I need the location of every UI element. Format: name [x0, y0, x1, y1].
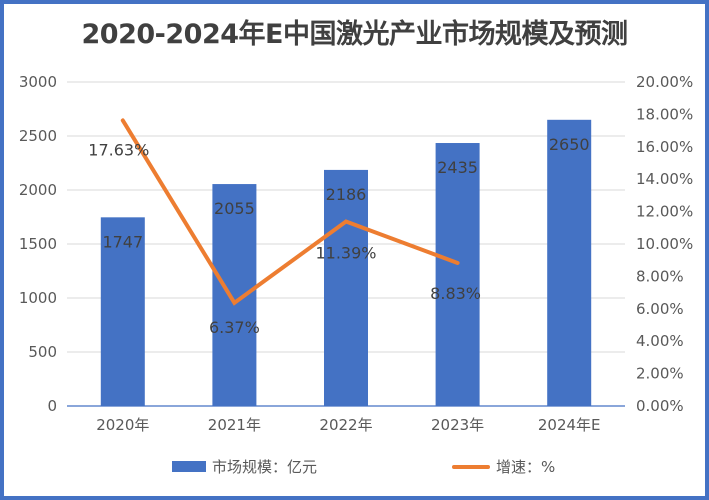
- left-axis-tick: 2500: [19, 127, 57, 145]
- bar-data-label: 2186: [326, 185, 367, 204]
- bar: [212, 184, 257, 406]
- x-axis-tick: 2023年: [431, 416, 484, 434]
- left-axis-tick: 2000: [19, 181, 57, 199]
- bar: [435, 143, 480, 406]
- bar-data-label: 2435: [437, 158, 478, 177]
- legend-bar-swatch: [172, 461, 206, 472]
- growth-line: [120, 118, 460, 306]
- right-axis-tick: 0.00%: [636, 397, 684, 415]
- bar: [324, 169, 368, 406]
- legend-label-market-size: 市场规模：亿元: [212, 458, 318, 476]
- bar: [100, 217, 145, 406]
- right-axis-tick: 18.00%: [636, 105, 693, 123]
- right-axis-tick: 2.00%: [636, 365, 684, 383]
- line-data-label: 6.37%: [209, 318, 260, 337]
- bar-data-label: 2055: [214, 199, 255, 218]
- right-axis-tick: 12.00%: [636, 203, 693, 221]
- right-axis-tick: 4.00%: [636, 332, 684, 350]
- legend-line-swatch: [452, 464, 490, 469]
- bar: [547, 119, 592, 407]
- x-axis-tick: 2024年E: [538, 416, 601, 434]
- bar-data-label: 2650: [549, 135, 590, 154]
- left-axis-tick: 1500: [19, 235, 57, 253]
- legend-label-growth: 增速：%: [496, 458, 556, 476]
- left-axis-tick: 0: [47, 397, 57, 415]
- right-axis-tick: 8.00%: [636, 267, 684, 285]
- legend-item-growth: 增速：%: [452, 456, 555, 477]
- right-axis-tick: 14.00%: [636, 170, 693, 188]
- x-axis-tick: 2021年: [208, 416, 261, 434]
- x-axis-tick: 2020年: [96, 416, 149, 434]
- right-axis-tick: 16.00%: [636, 138, 693, 156]
- line-data-label: 11.39%: [315, 243, 376, 262]
- right-axis-tick: 6.00%: [636, 300, 684, 318]
- x-axis-tick: 2022年: [319, 416, 372, 434]
- right-axis-tick: 10.00%: [636, 235, 693, 253]
- legend-item-market-size: 市场规模：亿元: [172, 456, 317, 477]
- bar-data-label: 1747: [102, 232, 143, 251]
- chart-legend: 市场规模：亿元 增速：%: [0, 456, 709, 480]
- left-axis-tick: 3000: [19, 73, 57, 91]
- line-data-label: 8.83%: [430, 284, 481, 303]
- line-data-label: 17.63%: [88, 140, 149, 159]
- chart-title: 2020-2024年E中国激光产业市场规模及预测: [81, 19, 628, 50]
- right-axis-tick: 20.00%: [636, 73, 693, 91]
- left-axis-tick: 500: [28, 343, 57, 361]
- left-axis-tick: 1000: [19, 289, 57, 307]
